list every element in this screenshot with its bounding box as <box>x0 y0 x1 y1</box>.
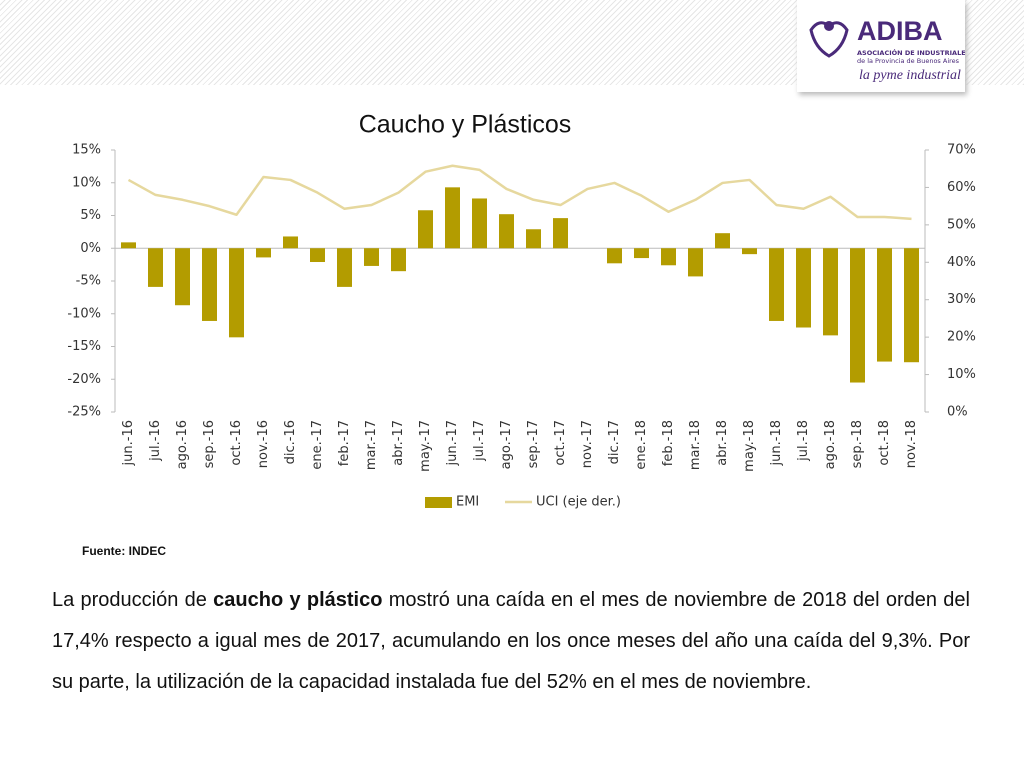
paragraph: La producción de caucho y plástico mostr… <box>52 580 970 703</box>
x-tick-label: ene.-17 <box>310 420 325 470</box>
chart-title: Caucho y Plásticos <box>359 111 572 139</box>
bar <box>499 214 514 249</box>
x-tick-label: jul.-18 <box>796 420 811 462</box>
bar <box>796 248 811 328</box>
x-tick-label: jun.-16 <box>121 420 136 466</box>
y-tick-label: -15% <box>67 339 101 354</box>
x-tick-label: may.-17 <box>418 420 433 472</box>
x-tick-label: mar.-17 <box>364 420 379 470</box>
x-tick-label: dic.-17 <box>607 420 622 464</box>
x-tick-label: oct.-17 <box>553 420 568 466</box>
bar <box>445 187 460 249</box>
bold-text: caucho y plástico <box>213 589 383 611</box>
bar <box>175 248 190 306</box>
bar <box>553 218 568 249</box>
chart: Caucho y Plásticos Fuente: INDEC -25% -20… <box>67 111 976 559</box>
bar <box>526 229 541 249</box>
x-tick-label: nov.-17 <box>580 420 595 468</box>
bar <box>391 248 406 272</box>
bar <box>877 248 892 362</box>
logo-line: de la Provincia de Buenos Aires <box>857 57 960 65</box>
logo-name: ADIBA <box>857 16 943 46</box>
source: Fuente: INDEC <box>82 544 166 558</box>
y-tick-label: 15% <box>72 143 101 158</box>
bar <box>823 248 838 336</box>
bar <box>283 236 298 249</box>
logo-icon <box>809 21 849 58</box>
y-tick-label: -10% <box>67 306 101 321</box>
y2-tick-label: 40% <box>947 255 976 270</box>
bar <box>418 210 433 249</box>
bar <box>688 248 703 277</box>
x-tick-label: ene.-18 <box>634 420 649 470</box>
bar <box>472 198 487 249</box>
x-tick-label: mar.-18 <box>688 420 703 470</box>
x-tick-label: oct.-16 <box>229 420 244 466</box>
text: La producción de <box>52 589 214 611</box>
x-tick-label: ago.-17 <box>499 420 514 469</box>
y2-tick-label: 30% <box>947 292 976 307</box>
bar <box>256 248 271 258</box>
bar <box>904 248 919 363</box>
legend-label: UCI (eje der.) <box>536 495 621 510</box>
bar <box>661 248 676 266</box>
x-tick-label: sep.-17 <box>526 420 541 468</box>
bar <box>229 248 244 338</box>
bar <box>607 248 622 264</box>
x-tick-label: ago.-18 <box>823 420 838 469</box>
y2-tick-label: 0% <box>947 405 968 420</box>
bar <box>121 242 136 249</box>
x-tick-label: oct.-18 <box>877 420 892 466</box>
y2-tick-label: 60% <box>947 180 976 195</box>
logo-icon <box>824 21 834 31</box>
x-tick-label: jun.-17 <box>445 420 460 466</box>
x-tick-label: sep.-18 <box>850 420 865 468</box>
bar <box>148 248 163 287</box>
y-tick-label: -25% <box>67 405 101 420</box>
legend-label: EMI <box>456 495 479 510</box>
bar <box>634 248 649 259</box>
x-tick-label: dic.-16 <box>283 420 298 464</box>
logo-line: ASOCIACIÓN DE INDUSTRIALES <box>857 48 965 57</box>
y2-tick-label: 70% <box>947 143 976 158</box>
x-tick-label: jul.-16 <box>148 420 163 462</box>
legend-swatch <box>425 497 452 508</box>
bar <box>769 248 784 321</box>
bar <box>850 248 865 383</box>
bar <box>337 248 352 287</box>
x-tick-label: jun.-18 <box>769 420 784 466</box>
x-tick-label: abr.-18 <box>715 420 730 466</box>
y-tick-label: -20% <box>67 372 101 387</box>
logo: ADIBA ASOCIACIÓN DE INDUSTRIALES de la P… <box>797 0 965 92</box>
line <box>127 164 912 221</box>
x-tick-label: jul.-17 <box>472 420 487 462</box>
bar <box>310 248 325 263</box>
x-tick-label: ago.-16 <box>175 420 190 469</box>
bar <box>364 248 379 266</box>
bar <box>742 248 757 255</box>
x-tick-label: nov.-18 <box>904 420 919 468</box>
y-tick-label: 0% <box>80 241 101 256</box>
logo-tagline: la pyme industrial <box>859 68 961 83</box>
y-tick-label: 5% <box>80 208 101 223</box>
x-tick-label: may.-18 <box>742 420 757 472</box>
x-tick-label: feb.-17 <box>337 420 352 466</box>
x-tick-label: feb.-18 <box>661 420 676 466</box>
text: mostró una caída en el mes de noviembre … <box>52 589 970 693</box>
x-tick-label: abr.-17 <box>391 420 406 466</box>
y2-tick-label: 10% <box>947 367 976 382</box>
y-tick-label: 10% <box>72 175 101 190</box>
bar <box>202 248 217 321</box>
x-tick-label: sep.-16 <box>202 420 217 468</box>
y2-tick-label: 20% <box>947 330 976 345</box>
bar <box>715 233 730 249</box>
x-tick-label: nov.-16 <box>256 420 271 468</box>
logo-graphic: ADIBA ASOCIACIÓN DE INDUSTRIALES de la P… <box>809 16 965 83</box>
y2-tick-label: 50% <box>947 217 976 232</box>
y-tick-label: -5% <box>76 274 101 289</box>
